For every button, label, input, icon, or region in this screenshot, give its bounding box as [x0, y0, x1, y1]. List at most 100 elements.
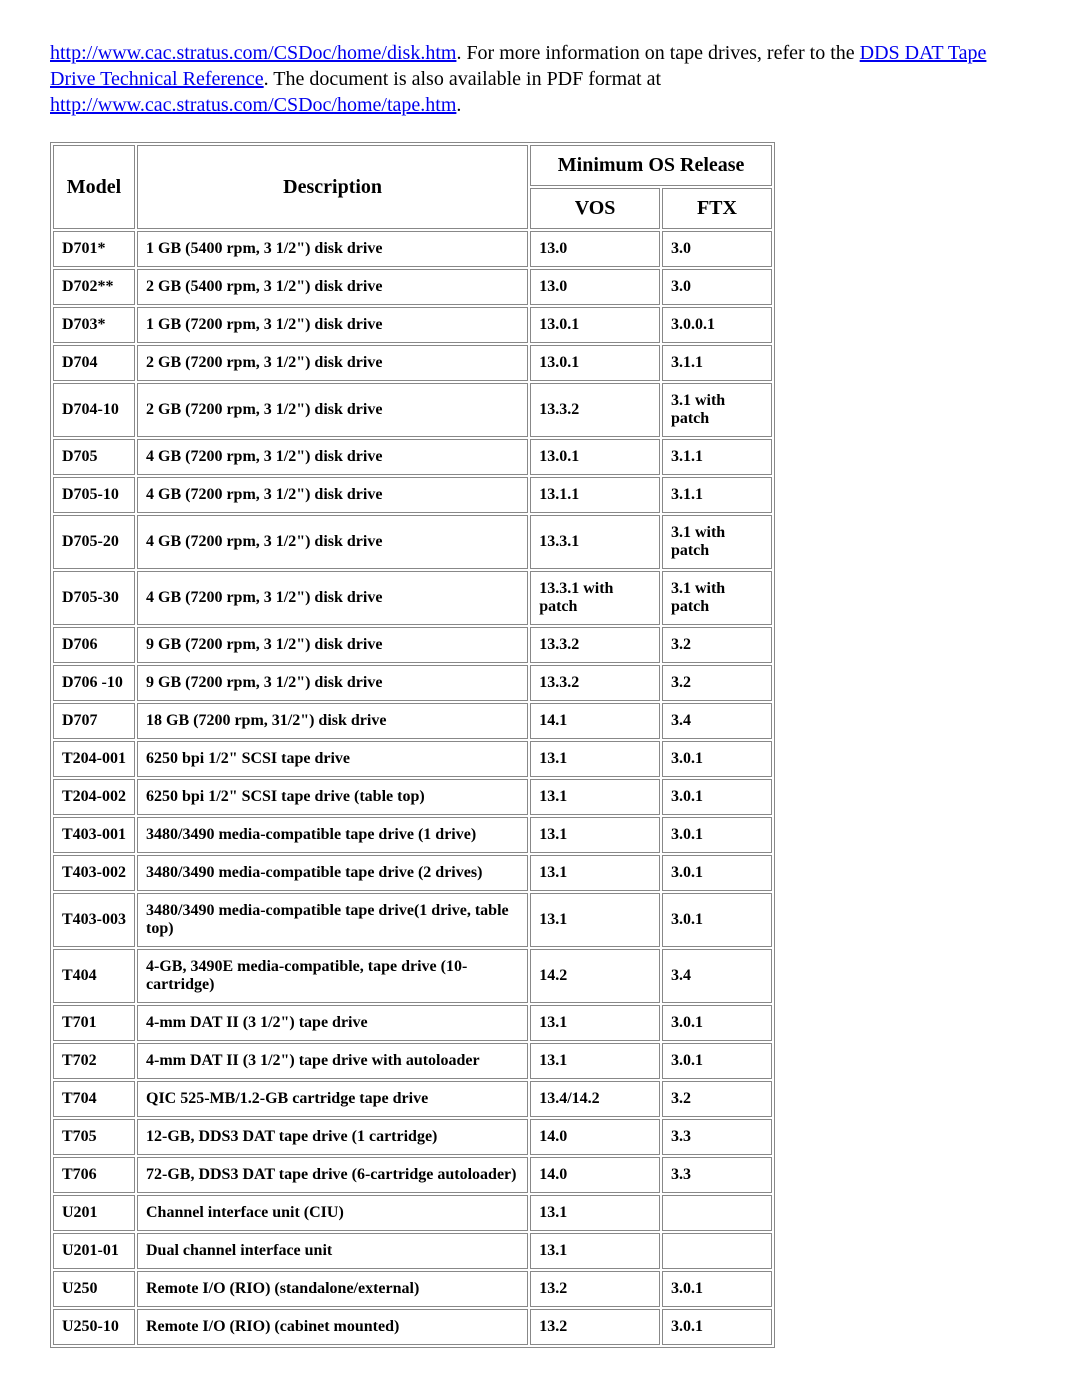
cell-description: 1 GB (5400 rpm, 3 1/2") disk drive [137, 231, 528, 267]
cell-ftx: 3.0 [662, 269, 772, 305]
disk-link[interactable]: http://www.cac.stratus.com/CSDoc/home/di… [50, 42, 456, 64]
cell-ftx [662, 1195, 772, 1231]
cell-vos: 14.1 [530, 703, 660, 739]
table-row: T4044-GB, 3490E media-compatible, tape d… [53, 949, 772, 1003]
cell-vos: 13.0.1 [530, 307, 660, 343]
cell-description: QIC 525-MB/1.2-GB cartridge tape drive [137, 1081, 528, 1117]
cell-description: 2 GB (7200 rpm, 3 1/2") disk drive [137, 345, 528, 381]
table-row: U250-10Remote I/O (RIO) (cabinet mounted… [53, 1309, 772, 1345]
cell-vos: 13.1 [530, 1195, 660, 1231]
table-row: T403-0013480/3490 media-compatible tape … [53, 817, 772, 853]
cell-description: 12-GB, DDS3 DAT tape drive (1 cartridge) [137, 1119, 528, 1155]
tape-link[interactable]: http://www.cac.stratus.com/CSDoc/home/ta… [50, 94, 456, 116]
cell-vos: 13.3.2 [530, 665, 660, 701]
cell-description: Channel interface unit (CIU) [137, 1195, 528, 1231]
cell-vos: 13.1 [530, 817, 660, 853]
table-row: T70672-GB, DDS3 DAT tape drive (6-cartri… [53, 1157, 772, 1193]
table-row: D7054 GB (7200 rpm, 3 1/2") disk drive13… [53, 439, 772, 475]
cell-model: T404 [53, 949, 135, 1003]
cell-model: T705 [53, 1119, 135, 1155]
cell-model: D702** [53, 269, 135, 305]
cell-vos: 13.1 [530, 1043, 660, 1079]
cell-model: D706 -10 [53, 665, 135, 701]
cell-vos: 13.1 [530, 1005, 660, 1041]
cell-description: Dual channel interface unit [137, 1233, 528, 1269]
cell-ftx [662, 1233, 772, 1269]
cell-vos: 13.0.1 [530, 439, 660, 475]
cell-vos: 13.2 [530, 1271, 660, 1307]
cell-model: T403-003 [53, 893, 135, 947]
cell-ftx: 3.0 [662, 231, 772, 267]
cell-model: D704-10 [53, 383, 135, 437]
cell-model: D705-20 [53, 515, 135, 569]
cell-vos: 13.0.1 [530, 345, 660, 381]
cell-description: 18 GB (7200 rpm, 31/2") disk drive [137, 703, 528, 739]
table-row: T7024-mm DAT II (3 1/2") tape drive with… [53, 1043, 772, 1079]
cell-ftx: 3.0.1 [662, 893, 772, 947]
cell-vos: 13.3.2 [530, 627, 660, 663]
table-row: D703*1 GB (7200 rpm, 3 1/2") disk drive1… [53, 307, 772, 343]
cell-ftx: 3.0.1 [662, 1043, 772, 1079]
cell-vos: 13.2 [530, 1309, 660, 1345]
cell-description: 3480/3490 media-compatible tape drive (1… [137, 817, 528, 853]
cell-description: 6250 bpi 1/2" SCSI tape drive (table top… [137, 779, 528, 815]
table-row: T70512-GB, DDS3 DAT tape drive (1 cartri… [53, 1119, 772, 1155]
cell-ftx: 3.0.1 [662, 1271, 772, 1307]
intro-text-1: . For more information on tape drives, r… [456, 42, 859, 64]
table-row: T204-0016250 bpi 1/2" SCSI tape drive13.… [53, 741, 772, 777]
cell-ftx: 3.1 with patch [662, 383, 772, 437]
table-row: D7069 GB (7200 rpm, 3 1/2") disk drive13… [53, 627, 772, 663]
table-row: D704-102 GB (7200 rpm, 3 1/2") disk driv… [53, 383, 772, 437]
cell-description: 1 GB (7200 rpm, 3 1/2") disk drive [137, 307, 528, 343]
cell-model: D705 [53, 439, 135, 475]
cell-model: T403-002 [53, 855, 135, 891]
cell-ftx: 3.3 [662, 1157, 772, 1193]
cell-ftx: 3.3 [662, 1119, 772, 1155]
table-row: T7014-mm DAT II (3 1/2") tape drive13.1 … [53, 1005, 772, 1041]
cell-ftx: 3.1.1 [662, 477, 772, 513]
cell-vos: 13.4/14.2 [530, 1081, 660, 1117]
cell-ftx: 3.4 [662, 949, 772, 1003]
cell-description: 4 GB (7200 rpm, 3 1/2") disk drive [137, 571, 528, 625]
table-row: U201Channel interface unit (CIU)13.1 [53, 1195, 772, 1231]
table-row: D702**2 GB (5400 rpm, 3 1/2") disk drive… [53, 269, 772, 305]
cell-description: 4-mm DAT II (3 1/2") tape drive [137, 1005, 528, 1041]
intro-text-3: . [456, 94, 461, 116]
cell-model: D704 [53, 345, 135, 381]
cell-vos: 13.1 [530, 855, 660, 891]
cell-ftx: 3.0.1 [662, 855, 772, 891]
table-row: T204-0026250 bpi 1/2" SCSI tape drive (t… [53, 779, 772, 815]
cell-description: 6250 bpi 1/2" SCSI tape drive [137, 741, 528, 777]
table-row: T403-0033480/3490 media-compatible tape … [53, 893, 772, 947]
cell-model: U250 [53, 1271, 135, 1307]
table-row: D70718 GB (7200 rpm, 31/2") disk drive14… [53, 703, 772, 739]
cell-description: 4 GB (7200 rpm, 3 1/2") disk drive [137, 477, 528, 513]
cell-model: T704 [53, 1081, 135, 1117]
cell-model: T204-002 [53, 779, 135, 815]
cell-vos: 13.0 [530, 231, 660, 267]
col-header-vos: VOS [530, 188, 660, 229]
cell-model: D706 [53, 627, 135, 663]
table-row: T403-0023480/3490 media-compatible tape … [53, 855, 772, 891]
cell-model: D705-30 [53, 571, 135, 625]
table-row: D705-104 GB (7200 rpm, 3 1/2") disk driv… [53, 477, 772, 513]
table-row: U201-01Dual channel interface unit13.1 [53, 1233, 772, 1269]
cell-vos: 14.0 [530, 1119, 660, 1155]
cell-vos: 13.1 [530, 893, 660, 947]
cell-description: 4 GB (7200 rpm, 3 1/2") disk drive [137, 515, 528, 569]
cell-vos: 14.2 [530, 949, 660, 1003]
cell-description: 4-GB, 3490E media-compatible, tape drive… [137, 949, 528, 1003]
table-row: D701*1 GB (5400 rpm, 3 1/2") disk drive1… [53, 231, 772, 267]
cell-description: 2 GB (7200 rpm, 3 1/2") disk drive [137, 383, 528, 437]
cell-description: 2 GB (5400 rpm, 3 1/2") disk drive [137, 269, 528, 305]
cell-ftx: 3.1 with patch [662, 571, 772, 625]
col-header-min-os: Minimum OS Release [530, 145, 772, 186]
cell-ftx: 3.1.1 [662, 439, 772, 475]
cell-vos: 13.1 [530, 741, 660, 777]
cell-model: D707 [53, 703, 135, 739]
col-header-description: Description [137, 145, 528, 229]
cell-description: 4 GB (7200 rpm, 3 1/2") disk drive [137, 439, 528, 475]
cell-ftx: 3.1 with patch [662, 515, 772, 569]
cell-vos: 13.3.1 [530, 515, 660, 569]
cell-vos: 13.1.1 [530, 477, 660, 513]
